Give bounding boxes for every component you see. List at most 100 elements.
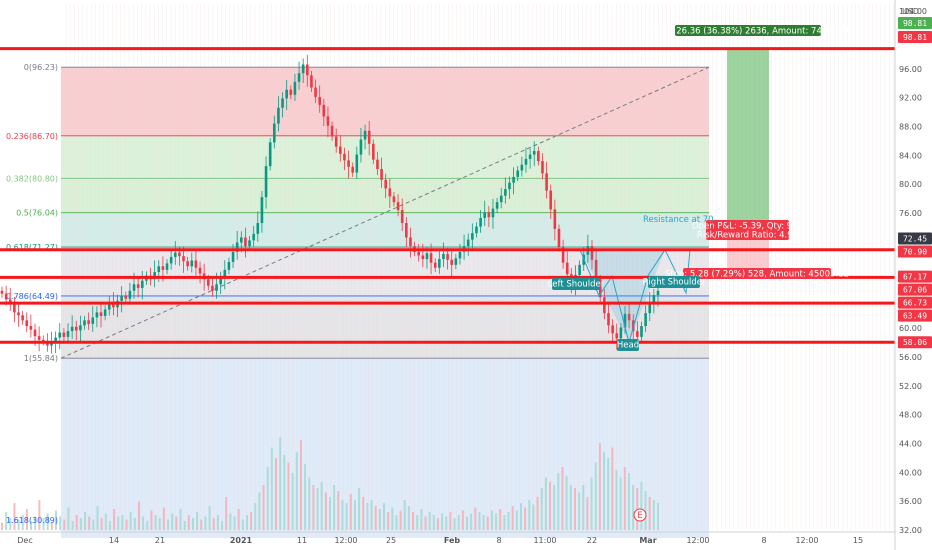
candle-body — [557, 228, 561, 248]
head-label: Head — [617, 339, 639, 351]
candle-body — [466, 239, 470, 247]
price-tag[interactable] — [898, 245, 932, 258]
candle-body — [293, 81, 297, 95]
pl-label-text: Risk/Reward Ratio: 4.99 — [697, 231, 798, 241]
trend-line[interactable] — [60, 66, 710, 359]
volume-bar — [1, 522, 3, 530]
candle-body — [524, 158, 528, 165]
candle-body — [483, 212, 487, 219]
candle-body — [194, 260, 198, 268]
volume-bar — [561, 467, 564, 530]
volume-bar — [241, 519, 244, 530]
volume-bar — [312, 485, 315, 530]
candle-body — [62, 332, 66, 337]
volume-bar — [540, 488, 543, 530]
time-axis[interactable]: Dec 14 21 2021 11 12:00 25 Feb 8 11:00 22 Mar 12:00 8… — [0, 531, 895, 545]
candle-body — [173, 252, 177, 257]
volume-bar — [632, 485, 635, 530]
price-tag[interactable] — [898, 31, 932, 43]
volume-bar — [507, 512, 510, 530]
candle-body — [314, 87, 317, 97]
volume-bar — [627, 473, 630, 530]
volume-bar — [382, 503, 385, 530]
candle-body — [239, 237, 243, 243]
volume-bar — [200, 519, 203, 530]
candle-body — [648, 303, 652, 314]
candle-body — [355, 154, 359, 173]
volume-bar — [615, 470, 618, 530]
time-tick: 12:00 — [334, 536, 357, 545]
candle-body — [520, 164, 524, 171]
volume-bar — [270, 447, 273, 530]
candle-body — [256, 223, 260, 234]
volume-bar — [196, 512, 199, 530]
volume-bar — [71, 521, 74, 530]
candle-body — [442, 254, 445, 260]
volume-bar — [640, 482, 643, 530]
volume-bar — [532, 504, 535, 530]
candle-body — [409, 237, 412, 247]
candle-body — [627, 313, 631, 321]
volume-bar — [88, 516, 91, 530]
volume-bars — [1, 437, 659, 530]
price-tag[interactable] — [898, 296, 932, 309]
price-tag[interactable] — [898, 309, 932, 322]
candle-body — [107, 303, 111, 310]
volume-bar — [474, 507, 477, 530]
price-tick: 40.00 — [899, 468, 922, 477]
volume-bar — [179, 509, 182, 530]
currency-label: USD — [902, 7, 919, 16]
candle-body — [235, 242, 239, 252]
volume-bar — [5, 512, 8, 530]
time-tick: 8 — [496, 536, 501, 545]
volume-bar — [258, 492, 261, 530]
price-tag[interactable] — [898, 283, 932, 296]
candle-body — [161, 266, 165, 270]
long-position-tool[interactable] — [727, 48, 769, 277]
volume-bar — [316, 488, 319, 530]
volume-bar — [337, 491, 340, 530]
volume-bar — [158, 518, 161, 530]
candle-body — [153, 272, 156, 280]
volume-bar — [17, 519, 20, 530]
volume-bar — [46, 513, 49, 530]
volume-bar — [63, 519, 66, 530]
head-label-text: Head — [617, 341, 639, 351]
candle-body — [260, 197, 264, 224]
candle-body — [363, 130, 367, 140]
volume-bar — [578, 492, 581, 530]
volume-bar — [279, 437, 282, 530]
candle-body — [334, 136, 338, 147]
fibonacci-lines[interactable]: 0(96.23) 0.236(86.70) 0.382(80.80) 0.5(76.0… — [6, 63, 709, 525]
price-tag[interactable] — [898, 270, 932, 283]
candle-body — [438, 259, 441, 268]
target-zone[interactable] — [727, 48, 769, 239]
volume-bar — [221, 521, 224, 530]
candle-body — [532, 150, 536, 155]
candle-body — [50, 343, 53, 346]
volume-bar — [262, 485, 265, 530]
candle-body — [215, 284, 218, 291]
volume-bar — [34, 516, 37, 530]
volume-bar — [648, 497, 651, 530]
volume-bar — [324, 492, 327, 530]
fib-level-label: 0.382(80.80) — [6, 174, 58, 183]
fib-trend-line[interactable] — [60, 66, 710, 359]
volume-bar — [229, 513, 232, 530]
candle-body — [132, 284, 136, 291]
event-marker: E — [633, 508, 647, 522]
volume-bar — [644, 491, 647, 530]
candle-body — [198, 267, 202, 274]
price-tag[interactable] — [898, 17, 932, 29]
price-tag[interactable] — [898, 232, 932, 245]
candle-body — [417, 251, 421, 256]
price-tag[interactable] — [898, 336, 932, 349]
stop-label: Stop: 5.28 (7.29%) 528, Amount: 45005.12 — [665, 268, 849, 280]
price-axis[interactable]: 104.00 96.00 92.00 88.00 84.00 80.00 76.00 60.0… — [894, 0, 932, 550]
volume-bar — [636, 488, 639, 530]
volume-bar — [117, 516, 120, 530]
candle-body — [598, 279, 602, 298]
candle-body — [17, 312, 20, 316]
